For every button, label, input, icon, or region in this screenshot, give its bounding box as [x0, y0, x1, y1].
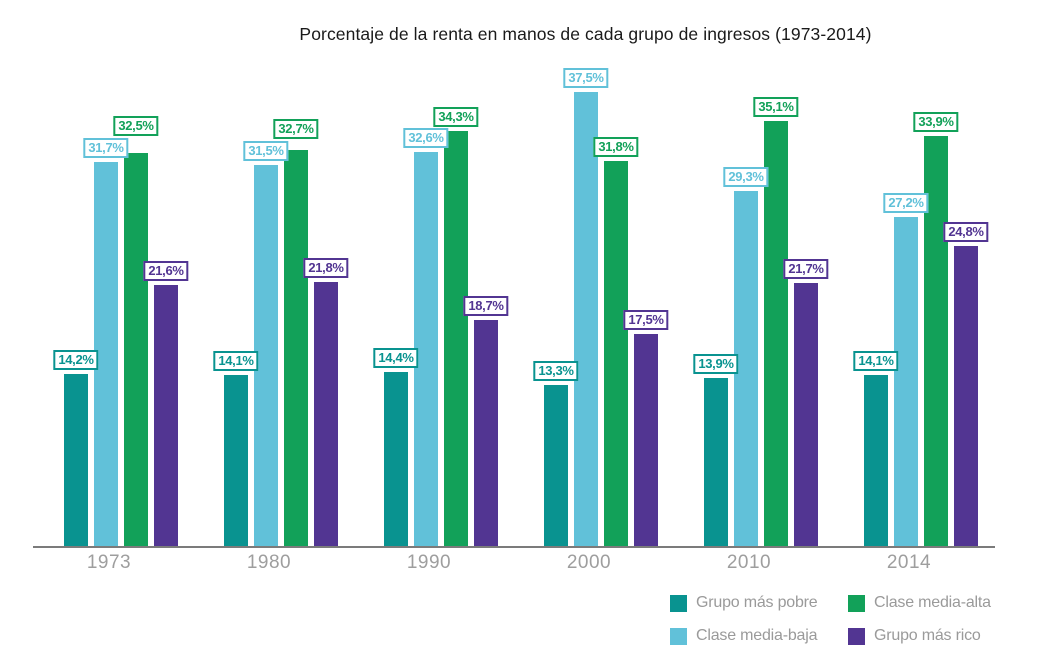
x-axis-label-1973: 1973 — [86, 552, 132, 573]
bar-2014-series-1 — [894, 216, 918, 546]
legend-label: Grupo más pobre — [696, 594, 818, 611]
x-axis-label-2010: 2010 — [726, 552, 772, 573]
bar-1990-series-3 — [474, 319, 498, 546]
legend-item-grupo-m-s-rico: Grupo más rico — [848, 627, 991, 645]
value-label-1990-series-1: 32,6% — [403, 127, 449, 148]
bar-1973-series-3 — [154, 284, 178, 546]
chart-legend: Grupo más pobre Clase media-alta Clase med… — [670, 594, 991, 645]
value-label-2014-series-3: 24,8% — [943, 221, 989, 242]
legend-swatch-icon — [670, 627, 687, 645]
value-label-1973-series-0: 14,2% — [53, 350, 99, 371]
value-label-1973-series-1: 31,7% — [83, 138, 129, 159]
value-label-1990-series-2: 34,3% — [433, 106, 479, 127]
legend-swatch-icon — [670, 594, 687, 612]
legend-label: Clase media-baja — [696, 627, 818, 644]
bar-2010-series-0 — [704, 377, 728, 546]
bar-1980-series-3 — [314, 282, 338, 546]
value-label-2010-series-0: 13,9% — [693, 353, 739, 374]
x-axis-label-2014: 2014 — [886, 552, 932, 573]
legend-label: Clase media-alta — [874, 594, 991, 611]
bar-2000-series-1 — [574, 92, 598, 546]
bar-2010-series-2 — [764, 121, 788, 546]
value-label-2000-series-2: 31,8% — [593, 137, 639, 158]
value-label-2000-series-0: 13,3% — [533, 361, 579, 382]
bar-1990-series-0 — [384, 371, 408, 546]
value-label-1980-series-1: 31,5% — [243, 140, 289, 161]
value-label-2014-series-0: 14,1% — [853, 351, 899, 372]
value-label-2014-series-2: 33,9% — [913, 111, 959, 132]
value-label-1990-series-3: 18,7% — [463, 295, 509, 316]
legend-label: Grupo más rico — [874, 627, 981, 644]
x-axis-line — [33, 546, 995, 548]
legend-item-clase-media-alta: Clase media-alta — [848, 594, 991, 612]
value-label-2010-series-3: 21,7% — [783, 259, 829, 280]
value-label-1980-series-2: 32,7% — [273, 118, 319, 139]
bar-1973-series-0 — [64, 374, 88, 546]
chart-title: Porcentaje de la renta en manos de cada … — [299, 24, 872, 44]
bar-2000-series-3 — [634, 334, 658, 546]
legend-item-clase-media-baja: Clase media-baja — [670, 627, 848, 645]
bar-1990-series-2 — [444, 130, 468, 546]
value-label-1990-series-0: 14,4% — [373, 347, 419, 368]
bar-1980-series-2 — [284, 150, 308, 546]
bar-2010-series-3 — [794, 283, 818, 546]
bar-2000-series-0 — [544, 385, 568, 546]
bar-2014-series-0 — [864, 375, 888, 546]
value-label-2014-series-1: 27,2% — [883, 192, 929, 213]
bar-2000-series-2 — [604, 161, 628, 546]
bar-1980-series-0 — [224, 375, 248, 546]
value-label-1973-series-2: 32,5% — [113, 116, 159, 137]
value-label-1980-series-0: 14,1% — [213, 351, 259, 372]
bar-2014-series-3 — [954, 245, 978, 546]
value-label-2010-series-2: 35,1% — [753, 97, 799, 118]
legend-swatch-icon — [848, 594, 865, 612]
value-label-2010-series-1: 29,3% — [723, 167, 769, 188]
x-axis-label-1980: 1980 — [246, 552, 292, 573]
value-label-2000-series-1: 37,5% — [563, 68, 609, 89]
value-label-1980-series-3: 21,8% — [303, 258, 349, 279]
legend-swatch-icon — [848, 627, 865, 645]
bar-1973-series-2 — [124, 152, 148, 546]
value-label-2000-series-3: 17,5% — [623, 310, 669, 331]
x-axis-label-2000: 2000 — [566, 552, 612, 573]
x-axis-label-1990: 1990 — [406, 552, 452, 573]
value-label-1973-series-3: 21,6% — [143, 260, 189, 281]
legend-item-grupo-m-s-pobre: Grupo más pobre — [670, 594, 848, 612]
